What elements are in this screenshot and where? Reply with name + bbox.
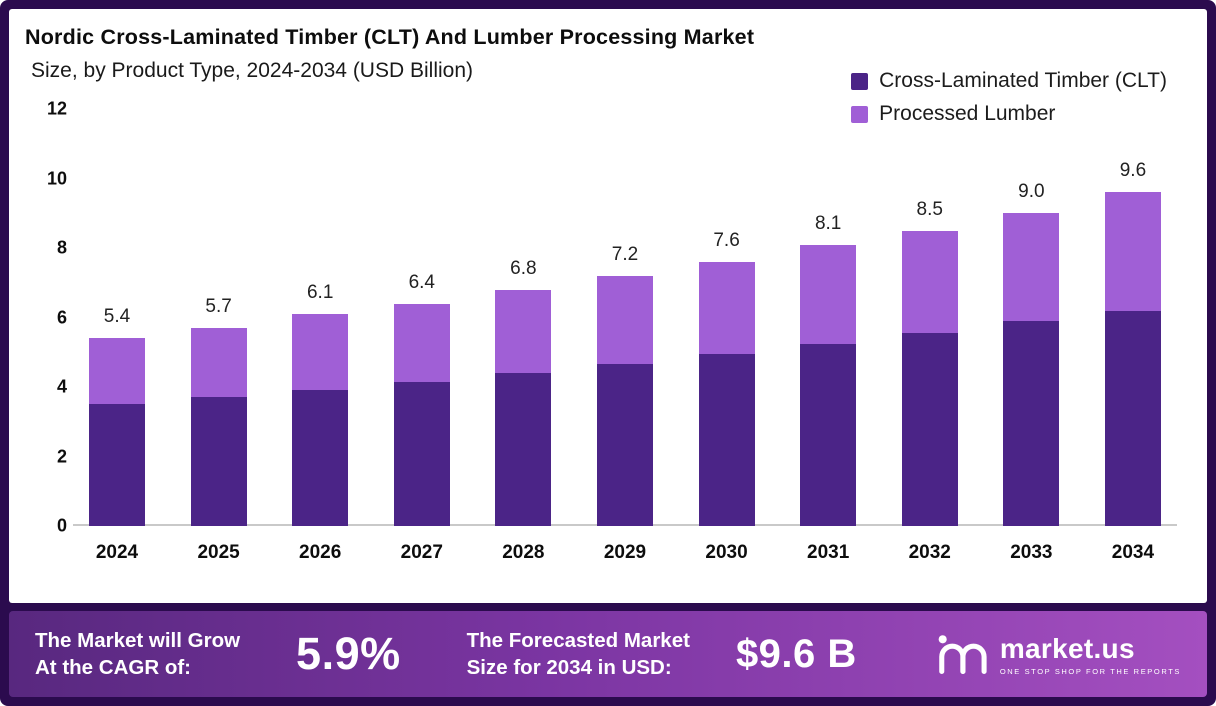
x-axis-year-label: 2031 bbox=[807, 542, 850, 563]
bar-segment-processed-lumber bbox=[292, 314, 349, 391]
x-axis-year-label: 2032 bbox=[908, 542, 951, 563]
bar-stack bbox=[89, 338, 145, 526]
bar-segment-processed-lumber bbox=[190, 327, 247, 398]
plot-area: 5.4 2024 5.7 2025 6.1 2026 6.4 2027 6.8 2028 7.2 20… bbox=[73, 109, 1177, 566]
x-axis-year-label: 2030 bbox=[705, 542, 748, 563]
bar-column-2033: 9.0 2033 bbox=[1003, 109, 1060, 566]
brand-block: market.us ONE STOP SHOP FOR THE REPORTS bbox=[936, 631, 1181, 677]
legend-swatch-icon bbox=[851, 105, 869, 123]
bar-total-label: 5.7 bbox=[205, 295, 232, 317]
bar-stack bbox=[1003, 213, 1060, 526]
legend-item: Processed Lumber bbox=[851, 102, 1167, 126]
bar-segment-processed-lumber bbox=[596, 275, 653, 365]
y-axis-tick-label: 8 bbox=[56, 237, 67, 258]
y-axis-tick-label: 6 bbox=[56, 307, 67, 327]
y-axis-tick-label: 0 bbox=[56, 515, 67, 536]
x-axis-year-label: 2026 bbox=[299, 542, 342, 563]
y-axis-tick-label: 10 bbox=[46, 168, 67, 188]
page-subtitle: Size, by Product Type, 2024-2034 (USD Bi… bbox=[31, 59, 474, 82]
bar-segment-processed-lumber bbox=[495, 289, 552, 374]
bar-total-label: 6.1 bbox=[306, 282, 334, 304]
bar-segment-clt bbox=[1003, 320, 1060, 526]
brand-name: market.us bbox=[999, 632, 1135, 664]
bar-column-2026: 6.1 2026 bbox=[292, 109, 349, 566]
x-axis-year-label: 2029 bbox=[603, 542, 647, 563]
bar-total-label: 7.2 bbox=[611, 243, 639, 265]
bar-segment-processed-lumber bbox=[800, 244, 857, 344]
bar-segment-clt bbox=[393, 381, 450, 526]
bar-segment-clt bbox=[901, 333, 958, 526]
bar-stack bbox=[596, 275, 653, 526]
bar-segment-processed-lumber bbox=[901, 230, 958, 334]
legend-label: Cross-Laminated Timber (CLT) bbox=[879, 69, 1167, 92]
bar-total-label: 6.4 bbox=[408, 271, 435, 293]
bar-column-2027: 6.4 2027 bbox=[393, 109, 450, 566]
chart-card: Nordic Cross-Laminated Timber (CLT) And … bbox=[9, 9, 1207, 603]
bar-segment-processed-lumber bbox=[1104, 192, 1161, 311]
bar-stack bbox=[901, 230, 958, 526]
bar-segment-processed-lumber bbox=[393, 303, 450, 382]
bar-total-label: 8.5 bbox=[916, 198, 943, 220]
bar-column-2030: 7.6 2030 bbox=[698, 109, 755, 566]
brand-text: market.us ONE STOP SHOP FOR THE REPORTS bbox=[1000, 633, 1181, 676]
x-axis-year-label: 2028 bbox=[502, 542, 545, 563]
bar-segment-clt bbox=[89, 404, 145, 526]
bar-segment-clt bbox=[800, 343, 857, 526]
bar-total-label: 6.8 bbox=[510, 257, 537, 279]
bar-segment-processed-lumber bbox=[89, 338, 145, 405]
bar-column-2025: 5.7 2025 bbox=[190, 109, 247, 566]
bar-segment-clt bbox=[495, 373, 552, 526]
chart-header: Nordic Cross-Laminated Timber (CLT) And … bbox=[9, 9, 1207, 83]
bar-stack bbox=[393, 303, 450, 526]
bar-total-label: 9.6 bbox=[1119, 160, 1147, 182]
stacked-bar-chart: 0 2 4 6 8 10 12 5.4 2024 5.7 2025 6.1 2026 6.4 2027 6.… bbox=[9, 99, 1207, 566]
bar-segment-clt bbox=[292, 390, 349, 526]
bar-total-label: 8.1 bbox=[814, 212, 842, 234]
cagr-label: The Market will Grow At the CAGR of: bbox=[35, 628, 241, 679]
market-us-logo-icon bbox=[938, 635, 987, 675]
bar-stack bbox=[800, 244, 857, 526]
bar-total-label: 9.0 bbox=[1018, 181, 1045, 203]
bar-segment-processed-lumber bbox=[698, 261, 755, 354]
page-title: Nordic Cross-Laminated Timber (CLT) And … bbox=[25, 25, 755, 49]
bar-segment-clt bbox=[190, 397, 247, 526]
chart-legend: Cross-Laminated Timber (CLT) Processed Lu… bbox=[851, 69, 1167, 126]
bar-segment-clt bbox=[596, 364, 653, 526]
forecast-label: The Forecasted Market Size for 2034 in U… bbox=[466, 628, 690, 679]
y-axis: 0 2 4 6 8 10 12 bbox=[27, 99, 73, 566]
x-axis-year-label: 2024 bbox=[95, 542, 139, 563]
x-axis-year-label: 2025 bbox=[197, 542, 240, 563]
bar-segment-clt bbox=[698, 354, 755, 526]
bar-stack bbox=[1104, 192, 1161, 526]
x-axis-year-label: 2033 bbox=[1010, 542, 1053, 563]
x-axis-year-label: 2027 bbox=[400, 542, 443, 563]
footer-banner: The Market will Grow At the CAGR of: 5.9… bbox=[9, 611, 1207, 697]
bar-stack bbox=[292, 314, 349, 526]
bar-stack bbox=[495, 289, 552, 526]
bar-segment-clt bbox=[1104, 310, 1161, 526]
legend-item: Cross-Laminated Timber (CLT) bbox=[851, 69, 1167, 93]
x-axis-year-label: 2034 bbox=[1111, 542, 1155, 563]
bar-column-2031: 8.1 2031 bbox=[800, 109, 857, 566]
legend-swatch-icon bbox=[851, 72, 869, 90]
bar-column-2029: 7.2 2029 bbox=[596, 109, 653, 566]
brand-tagline: ONE STOP SHOP FOR THE REPORTS bbox=[999, 666, 1181, 676]
bar-total-label: 5.4 bbox=[103, 306, 131, 328]
cagr-value: 5.9% bbox=[296, 628, 401, 679]
y-axis-tick-label: 12 bbox=[46, 98, 67, 119]
bar-segment-processed-lumber bbox=[1003, 213, 1060, 321]
bar-column-2034: 9.6 2034 bbox=[1104, 109, 1161, 566]
y-axis-tick-label: 2 bbox=[56, 446, 67, 466]
bar-total-label: 7.6 bbox=[713, 229, 740, 251]
forecast-value: $9.6 B bbox=[735, 631, 857, 676]
bar-stack bbox=[698, 261, 755, 526]
bar-column-2028: 6.8 2028 bbox=[495, 109, 552, 566]
bar-column-2024: 5.4 2024 bbox=[89, 109, 145, 566]
legend-label: Processed Lumber bbox=[879, 102, 1056, 125]
bar-stack bbox=[190, 327, 247, 526]
y-axis-tick-label: 4 bbox=[56, 376, 67, 397]
bar-column-2032: 8.5 2032 bbox=[901, 109, 958, 566]
